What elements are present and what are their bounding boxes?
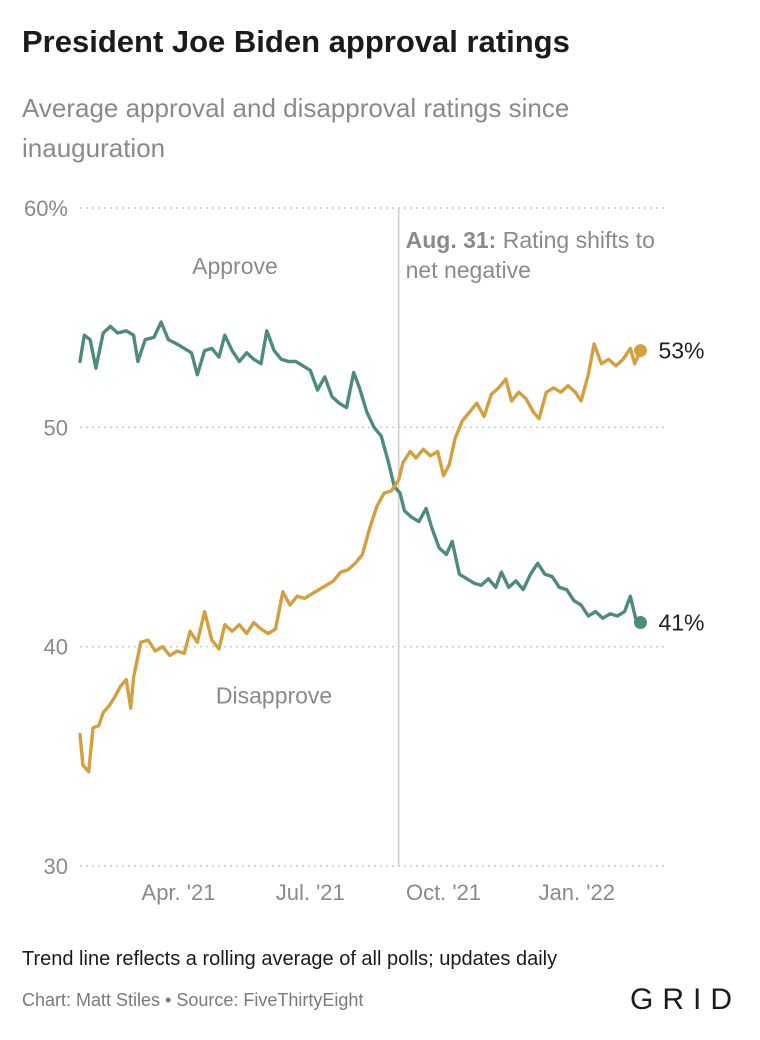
series-label-approve: Approve — [192, 253, 278, 279]
annotation-text-line1: Rating shifts to — [503, 227, 655, 253]
annotation: Aug. 31: Rating shifts to net negative — [397, 208, 655, 866]
grid-logo: GRID — [630, 983, 741, 1016]
x-tick-label: Apr. '21 — [142, 880, 216, 905]
chart-subtitle: Average approval and disapproval ratings… — [22, 93, 570, 163]
x-tick-label: Jan. '22 — [539, 880, 615, 905]
x-tick-label: Jul. '21 — [276, 880, 345, 905]
series-line-disapprove — [78, 342, 643, 774]
x-tick-label: Oct. '21 — [406, 880, 481, 905]
end-label-disapprove: 53% — [658, 338, 704, 364]
annotation-text-line2: net negative — [406, 257, 531, 283]
annotation-text: Aug. 31: Rating shifts to — [406, 227, 655, 253]
series-label-disapprove: Disapprove — [216, 683, 332, 709]
y-tick-label: 60% — [24, 196, 68, 221]
y-tick-label: 30 — [44, 854, 68, 879]
series-line-approve — [78, 320, 643, 625]
x-axis-ticks: Apr. '21 Jul. '21 Oct. '21 Jan. '22 — [142, 880, 615, 905]
y-tick-label: 50 — [44, 415, 68, 440]
y-axis-ticks: 60% 50 40 30 — [24, 196, 68, 879]
end-point-disapprove — [633, 344, 647, 358]
gridlines — [80, 207, 668, 867]
line-chart: 60% 50 40 30 Apr. '21 Jul. '21 Oct. '21 Jan. '… — [24, 196, 705, 905]
series-lines — [78, 320, 647, 774]
end-point-approve — [633, 616, 647, 630]
annotation-date: Aug. 31: — [406, 227, 497, 253]
source-credit: Chart: Matt Stiles • Source: FiveThirtyE… — [22, 990, 364, 1010]
chart-title: President Joe Biden approval ratings — [22, 24, 570, 59]
y-tick-label: 40 — [44, 635, 68, 660]
end-label-approve: 41% — [658, 610, 704, 636]
footnote: Trend line reflects a rolling average of… — [22, 948, 558, 970]
